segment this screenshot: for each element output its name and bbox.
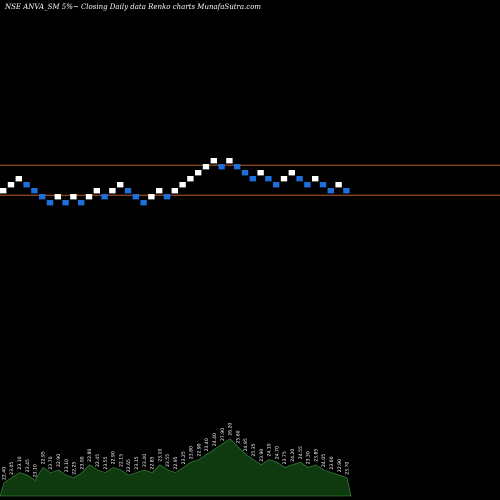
volume-label: 23.10 <box>17 456 23 469</box>
renko-brick-up <box>179 182 186 188</box>
renko-brick-up <box>156 188 163 194</box>
renko-brick-up <box>280 176 288 182</box>
volume-label: 27.90 <box>220 428 226 441</box>
reference-lines <box>0 164 500 196</box>
chart-title: NSE ANVA_SM 5%~ Closing Daily data Renko… <box>4 3 261 11</box>
renko-brick-up <box>117 182 124 188</box>
volume-label: 22.95 <box>173 456 179 469</box>
renko-brick-up <box>54 194 61 200</box>
renko-brick-up <box>257 170 264 176</box>
renko-brick-down <box>124 188 132 194</box>
renko-brick-up <box>202 164 210 170</box>
volume-label: 23.40 <box>142 454 148 467</box>
renko-bricks <box>0 158 350 206</box>
renko-brick-down <box>343 188 350 194</box>
volume-label: 23.45 <box>25 459 31 472</box>
volume-label: 23.80 <box>189 446 195 459</box>
volume-label: 22.45 <box>95 454 101 467</box>
volume-label: 24.55 <box>298 446 304 459</box>
volume-label: 23.10 <box>64 459 70 472</box>
volume-label: 23.60 <box>329 456 335 469</box>
renko-brick-down <box>265 176 272 182</box>
volume-label: 23.90 <box>259 449 265 462</box>
renko-brick-down <box>234 164 241 170</box>
volume-label: 24.40 <box>212 433 218 446</box>
volume-label: 23.85 <box>313 449 319 462</box>
renko-brick-down <box>132 194 139 200</box>
volume-label: 24.05 <box>321 454 327 467</box>
volume-label: 24.10 <box>267 443 273 456</box>
volume-label: 24.70 <box>274 446 280 459</box>
volume-label: 23.25 <box>181 451 187 464</box>
renko-brick-up <box>226 158 233 164</box>
volume-label: 22.90 <box>56 454 62 467</box>
renko-brick-up <box>70 194 77 200</box>
renko-brick-up <box>171 188 178 194</box>
renko-brick-down <box>31 188 38 194</box>
renko-brick-down <box>319 182 327 188</box>
volume-label: 22.80 <box>87 449 93 462</box>
volume-label: 24.20 <box>290 449 296 462</box>
volume-label: 23.55 <box>103 456 109 469</box>
renko-brick-down <box>46 200 54 206</box>
renko-brick-up <box>15 176 22 182</box>
volume-label: 23.70 <box>345 462 351 475</box>
renko-brick-down <box>78 200 85 206</box>
renko-brick-up <box>195 170 202 176</box>
renko-brick-up <box>148 194 155 200</box>
renko-brick-up <box>93 188 100 194</box>
volume-label: 23.15 <box>134 456 140 469</box>
volume-label: 23.10 <box>33 464 39 477</box>
renko-brick-down <box>23 182 30 188</box>
renko-brick-up <box>210 158 217 164</box>
volume-label: 22.15 <box>118 454 124 467</box>
renko-brick-down <box>327 188 334 194</box>
volume-label: 23.75 <box>282 451 288 464</box>
renko-brick-down <box>241 170 249 176</box>
volume-label: 24.95 <box>243 438 249 451</box>
renko-brick-up <box>288 170 295 176</box>
volume-label: 22.90 <box>337 459 343 472</box>
volume-area <box>0 438 352 497</box>
renko-brick-down <box>62 200 69 206</box>
volume-label: 23.70 <box>48 456 54 469</box>
volume-label: 22.40 <box>1 467 7 480</box>
renko-brick-down <box>101 194 108 200</box>
renko-brick-down <box>163 194 171 200</box>
renko-brick-down <box>273 182 280 188</box>
volume-label: 22.85 <box>150 456 156 469</box>
volume-label: 22.95 <box>40 451 46 464</box>
renko-brick-down <box>304 182 311 188</box>
volume-label: 22.25 <box>72 462 78 475</box>
volume-label: 23.30 <box>306 451 312 464</box>
renko-brick-up <box>7 182 15 188</box>
renko-brick-up <box>85 194 93 200</box>
volume-label: 26.20 <box>228 423 234 436</box>
volume-label: 22.90 <box>111 451 117 464</box>
volume-label: 22.90 <box>196 443 202 456</box>
renko-brick-up <box>335 182 342 188</box>
volume-label: 25.35 <box>251 443 257 456</box>
volume-label: 23.40 <box>204 438 210 451</box>
volume-label: 23.55 <box>165 454 171 467</box>
volume-label: 22.65 <box>126 459 132 472</box>
renko-brick-down <box>39 194 46 200</box>
renko-brick-down <box>218 164 225 170</box>
renko-brick-up <box>0 188 7 194</box>
renko-brick-up <box>187 176 194 182</box>
volume-label: 23.10 <box>157 449 163 462</box>
renko-brick-down <box>140 200 147 206</box>
renko-brick-up <box>109 188 116 194</box>
volume-label: 23.05 <box>9 462 15 475</box>
volume-label: 25.60 <box>235 430 241 443</box>
renko-brick-down <box>296 176 303 182</box>
volume-label: 23.00 <box>79 456 85 469</box>
renko-brick-down <box>249 176 256 182</box>
renko-brick-up <box>312 176 319 182</box>
